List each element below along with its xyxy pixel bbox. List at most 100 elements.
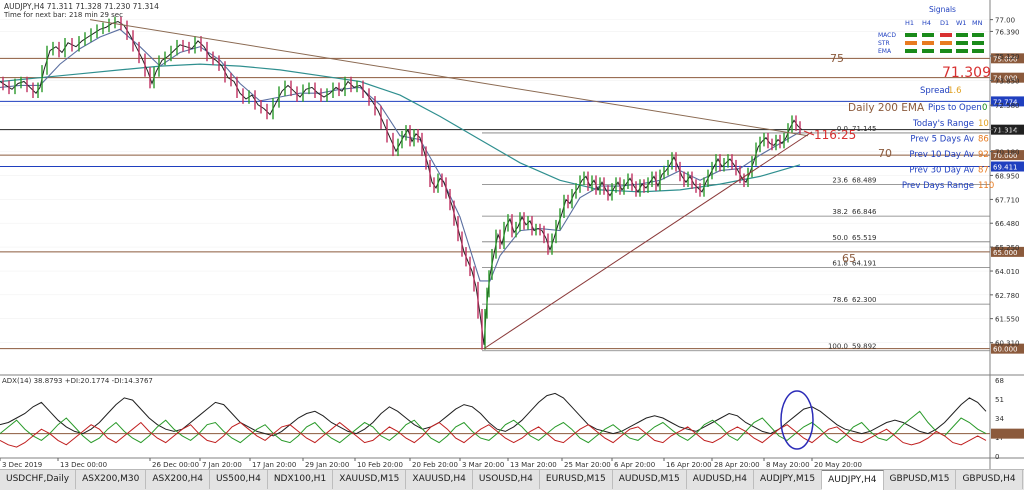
level-price-box — [991, 72, 1024, 83]
time-axis: 3 Dec 2019 13 Dec 00:00 26 Dec 00:00 7 Jan … — [0, 458, 862, 469]
tab-usdchf-daily[interactable]: USDCHF,Daily — [0, 470, 77, 489]
trendline — [89, 19, 809, 137]
pips-label: Pips to Open — [928, 103, 982, 113]
ema-slow-layer — [0, 63, 801, 193]
stat-label: Today's Range — [912, 119, 974, 129]
x-tick-label: 25 Mar 20:00 — [564, 461, 611, 469]
level-price-box — [991, 96, 1024, 107]
signal-status-cell — [972, 49, 984, 53]
tab-eurusd-m15[interactable]: EURUSD,M15 — [539, 470, 613, 489]
y-tick-label: 61.550 — [995, 316, 1020, 324]
triangle-label: 116:25 — [814, 128, 856, 142]
tab-xauusd-h4[interactable]: XAUUSD,H4 — [406, 470, 473, 489]
x-tick-label: 8 May 20:00 — [766, 461, 810, 469]
level-price-box — [991, 246, 1024, 257]
signal-column-label: H4 — [922, 19, 931, 27]
tab-asx200-h4[interactable]: ASX200,H4 — [146, 470, 210, 489]
stat-value: 86 — [978, 135, 989, 145]
fib-value-label: 62.300 — [852, 296, 877, 304]
tab-usousd-h4[interactable]: USOUSD,H4 — [472, 470, 540, 489]
signal-status-cell — [956, 49, 968, 53]
stat-value: 10 — [978, 119, 989, 129]
x-tick-label: 3 Dec 2019 — [2, 461, 42, 469]
tab-us500-h4[interactable]: US500,H4 — [209, 470, 268, 489]
stat-label: Prev Days Range — [902, 181, 974, 191]
signal-status-cell — [905, 33, 917, 37]
x-tick-label: 17 Jan 20:00 — [252, 461, 296, 469]
signal-column-label: MN — [972, 19, 983, 27]
tab-audjpy-m15[interactable]: AUDJPY,M15 — [753, 470, 823, 489]
fib-percent-label: 38.2 — [832, 208, 848, 216]
fib-percent-label: 50.0 — [832, 234, 848, 242]
spread-value: 1.6 — [948, 86, 962, 96]
y-tick-label: 77.00 — [995, 17, 1015, 25]
fibonacci-levels: 0.0 71.145 23.6 68.489 38.2 66.846 50.0 65.519 6… — [482, 125, 990, 352]
signals-title: Signals — [929, 5, 956, 14]
pips-value: 0 — [982, 103, 987, 113]
price-layer — [0, 16, 803, 350]
x-tick-label: 3 Mar 20:00 — [462, 461, 504, 469]
tab-audusd-m15[interactable]: AUDUSD,M15 — [612, 470, 687, 489]
y-tick-label: 75.120 — [995, 53, 1020, 61]
fib-value-label: 68.489 — [852, 176, 877, 184]
x-tick-label: 29 Jan 20:00 — [305, 461, 349, 469]
tab-ndx100-h1[interactable]: NDX100,H1 — [267, 470, 334, 489]
signal-status-cell — [905, 49, 917, 53]
x-tick-label: 7 Jan 20:00 — [202, 461, 242, 469]
x-tick-label: 20 Feb 20:00 — [412, 461, 458, 469]
fib-value-label: 64.191 — [852, 260, 877, 268]
y-tick-label: 67.710 — [995, 196, 1020, 204]
timer-header: Time for next bar: 218 min 29 sec — [3, 11, 123, 19]
fib-percent-label: 78.6 — [832, 296, 848, 304]
level-price-box — [991, 343, 1024, 354]
spread-label: Spread — [920, 86, 950, 96]
signal-column-label: H1 — [905, 19, 914, 27]
fib-value-label: 59.892 — [852, 343, 877, 351]
fib-value-label: 65.519 — [852, 234, 877, 242]
y-tick-label: 65.250 — [995, 244, 1020, 252]
level-70-label: 70 — [878, 147, 892, 160]
y-tick-label: 71.314 — [995, 127, 1020, 135]
fib-percent-label: 61.8 — [832, 260, 848, 268]
fib-percent-label: 23.6 — [832, 176, 848, 184]
chart-tab-bar: USDCHF,Daily ASX200,M30 ASX200,H4 US500,H4 N… — [0, 469, 1024, 490]
level-price-label: 60.000 — [993, 346, 1018, 354]
tab-nzdusd-m15[interactable]: NZDUSD,M15 — [1022, 470, 1024, 489]
adx-line — [0, 392, 987, 437]
trendline-layer — [89, 19, 813, 350]
y-tick-label: 72.580 — [995, 102, 1020, 110]
tab-xauusd-m15[interactable]: XAUUSD,M15 — [333, 470, 407, 489]
level-75-label: 75 — [830, 52, 844, 65]
plus-di-line — [0, 410, 987, 444]
signal-status-cell — [905, 41, 917, 45]
adx-level-box — [991, 428, 1024, 439]
stat-value: 87 — [978, 166, 989, 176]
x-tick-label: 16 Apr 20:00 — [666, 461, 712, 469]
tab-audusd-h4[interactable]: AUDUSD,H4 — [686, 470, 754, 489]
y-tick-label: 76.390 — [995, 28, 1020, 36]
tab-audjpy-h4[interactable]: AUDJPY,H4 — [822, 470, 884, 490]
level-price-label: 65.000 — [993, 249, 1018, 257]
adx-header: ADX(14) 38.8793 +DI:20.1774 -DI:14.3767 — [2, 377, 153, 385]
tab-gbpusd-m15[interactable]: GBPUSD,M15 — [883, 470, 957, 489]
adx-y-tick-label: 0 — [995, 453, 999, 461]
trendline — [483, 131, 813, 350]
y-tick-label: 68.950 — [995, 172, 1020, 180]
signal-status-cell — [922, 49, 934, 53]
signal-status-cell — [956, 41, 968, 45]
signal-row-label: MACD — [878, 32, 896, 39]
level-price-label: 70.000 — [993, 152, 1018, 160]
level-price-box — [991, 150, 1024, 161]
tab-gbpusd-h4[interactable]: GBPUSD,H4 — [956, 470, 1023, 489]
y-tick-label: 66.480 — [995, 220, 1020, 228]
fib-value-label: 66.846 — [852, 208, 877, 216]
fib-percent-label: 100.0 — [828, 343, 848, 351]
price-chart[interactable]: 75.000 74.000 72.774 71.314 70.000 69.411 65.0… — [0, 0, 1024, 469]
x-tick-label: 28 Apr 20:00 — [714, 461, 760, 469]
level-price-label: 72.774 — [993, 98, 1018, 106]
adx-highlight-circle — [780, 390, 814, 450]
y-tick-label: 62.780 — [995, 292, 1020, 300]
level-price-label: 69.411 — [993, 163, 1018, 171]
tab-asx200-m30[interactable]: ASX200,M30 — [76, 470, 147, 489]
